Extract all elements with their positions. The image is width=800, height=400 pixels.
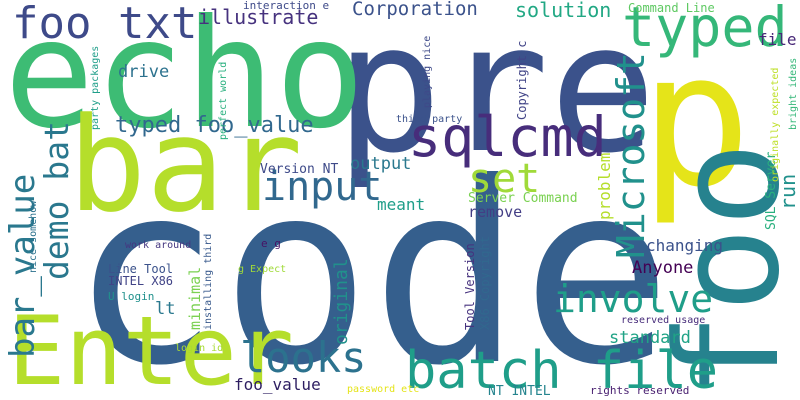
word-typed-foo-value: typed foo_value xyxy=(115,113,314,138)
word-lt: lt xyxy=(155,299,176,319)
word-echo: echo xyxy=(4,0,366,162)
word-run: run xyxy=(776,173,800,210)
word-bar: bar xyxy=(68,89,303,241)
word-code: code xyxy=(70,129,673,400)
word-illustrate: illustrate xyxy=(198,5,319,29)
word-u-login: U login xyxy=(108,290,155,303)
word-originally-expected: originally expected xyxy=(770,67,781,182)
word-perfect-world: perfect world xyxy=(218,61,229,140)
word-tool-version: Tool Version xyxy=(463,243,477,330)
word-sqlcmd: sqlcmd xyxy=(408,105,607,169)
word-playing-nice: playing nice xyxy=(422,35,433,108)
word-foo-txt: foo txt xyxy=(12,0,198,49)
word-server-command: Server Command xyxy=(468,191,578,206)
word-foo-value: foo_value xyxy=(234,375,321,394)
word-enter: Enter xyxy=(8,297,294,400)
word-installing-third: installing third xyxy=(203,233,214,330)
word-typed: typed xyxy=(622,0,788,59)
word-reserved-usage: reserved usage xyxy=(621,315,706,326)
word-work-around: work around xyxy=(125,240,192,251)
word-rights-reserved: rights reserved xyxy=(590,384,690,397)
word-intel-x86: INTEL X86 xyxy=(108,274,174,288)
word-drive: drive xyxy=(118,62,170,82)
word-p: p xyxy=(640,12,752,228)
word-line-tool: Line Tool xyxy=(108,262,174,276)
word-problem: problem xyxy=(595,152,614,220)
word-set: set xyxy=(468,156,541,202)
word-password-etc: password etc xyxy=(347,384,420,395)
word-nice-somehow: nice somehow xyxy=(28,200,39,273)
word-login-id: login id xyxy=(175,343,224,354)
word-minimal: minimal xyxy=(186,266,204,330)
word-copyright-c: Copyright c xyxy=(515,40,529,120)
word-version-nt: Version NT xyxy=(260,162,339,177)
word-input: input xyxy=(262,164,383,210)
word-nt-intel: NT INTEL xyxy=(488,384,551,399)
word-anyone: Anyone xyxy=(632,258,694,278)
word-output: output xyxy=(350,154,412,174)
word-file: file xyxy=(758,30,797,49)
word-g-expect: g Expect xyxy=(238,264,287,275)
word-bright-ideas: bright ideas xyxy=(788,57,799,130)
word-x86-copyright: X86 Copyright xyxy=(478,236,492,330)
word-demo-bat: demo bat xyxy=(37,121,76,280)
word-involve: involve xyxy=(553,277,714,321)
word-original: original xyxy=(331,258,352,345)
word-meant: meant xyxy=(377,195,426,214)
word-interaction-e: interaction e xyxy=(243,0,330,12)
word-command-line: Command Line xyxy=(628,1,715,15)
word-e-g: e g xyxy=(261,237,281,250)
word-third-party: third party xyxy=(396,114,463,125)
word-solution: solution xyxy=(515,0,612,22)
word-looks: looks xyxy=(240,333,367,382)
word-batch-file: batch file xyxy=(405,341,719,400)
word-party-packages: party packages xyxy=(90,45,101,130)
word-pre: pre xyxy=(335,0,657,192)
word-microsoft: Microsoft xyxy=(609,52,653,258)
word-remove: remove xyxy=(468,203,523,221)
word-standard: standard xyxy=(609,328,691,348)
word-corporation: Corporation xyxy=(352,0,478,20)
word-changing: changing xyxy=(646,236,724,255)
